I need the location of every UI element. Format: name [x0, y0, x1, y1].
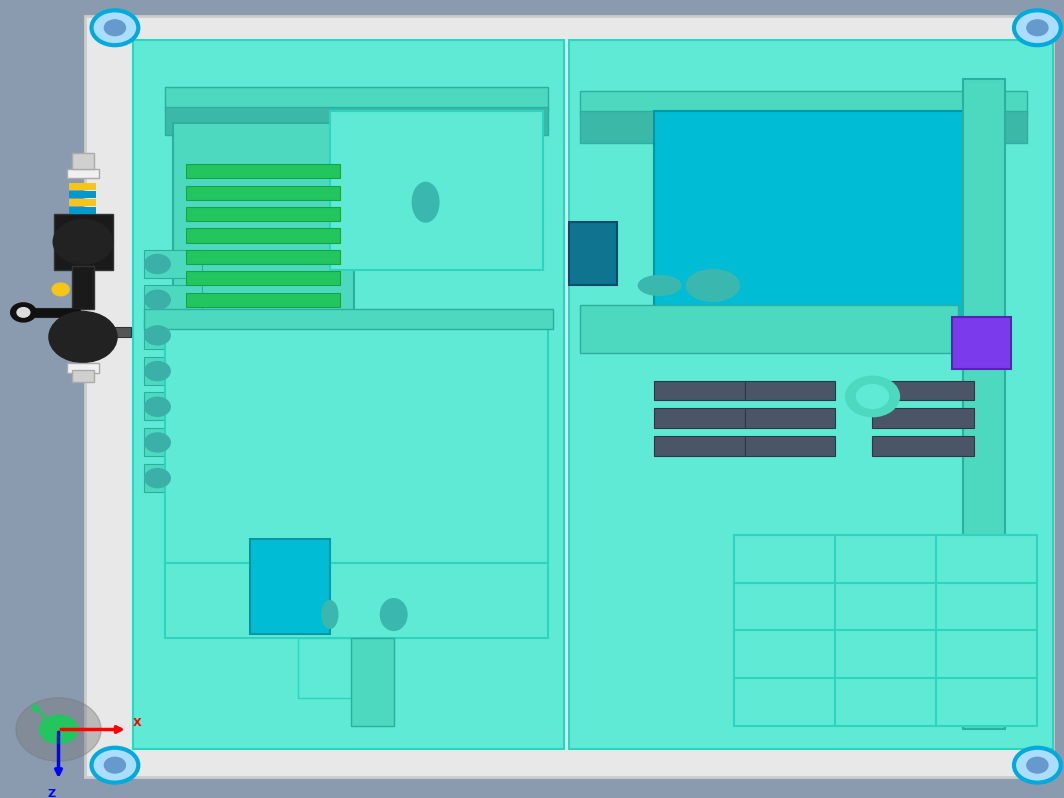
Circle shape [11, 303, 36, 322]
Bar [133, 40, 564, 749]
Circle shape [145, 326, 170, 345]
Ellipse shape [381, 598, 406, 630]
Bar [734, 535, 1037, 725]
Bar [580, 306, 958, 353]
Circle shape [857, 385, 888, 409]
Circle shape [104, 757, 126, 773]
Circle shape [104, 20, 126, 36]
Bar [952, 317, 1011, 369]
Bar [27, 308, 80, 317]
Text: X: X [133, 717, 142, 728]
Circle shape [17, 308, 30, 317]
Circle shape [1014, 748, 1061, 783]
Bar [54, 214, 113, 270]
Bar [186, 293, 340, 307]
Bar [186, 228, 340, 243]
Bar [144, 250, 202, 278]
Bar [144, 321, 202, 349]
Bar [165, 87, 548, 111]
Bar [144, 357, 202, 385]
Bar [872, 381, 974, 401]
Bar [351, 638, 394, 725]
Bar [872, 409, 974, 429]
Bar [963, 79, 1005, 729]
Circle shape [39, 715, 78, 744]
Ellipse shape [638, 275, 681, 295]
Bar [654, 111, 968, 345]
Circle shape [92, 748, 138, 783]
Bar [107, 327, 131, 337]
Bar [144, 429, 202, 456]
Bar [165, 107, 548, 135]
Circle shape [145, 397, 170, 417]
Ellipse shape [686, 270, 739, 302]
Bar [72, 370, 94, 382]
Bar [745, 381, 835, 401]
Bar [69, 207, 96, 214]
Text: Z: Z [48, 789, 56, 798]
Bar [186, 186, 340, 200]
Circle shape [145, 361, 170, 381]
Circle shape [145, 255, 170, 274]
Bar [654, 437, 745, 456]
Bar [186, 271, 340, 286]
Circle shape [145, 290, 170, 310]
Bar [745, 409, 835, 429]
Bar [872, 437, 974, 456]
Bar [72, 153, 94, 169]
Circle shape [846, 377, 899, 417]
Bar [580, 91, 1027, 115]
Circle shape [1014, 10, 1061, 45]
Circle shape [49, 312, 117, 362]
Bar [250, 539, 330, 634]
Circle shape [1027, 757, 1048, 773]
Bar [69, 184, 96, 190]
Bar [69, 199, 96, 206]
Ellipse shape [413, 183, 439, 222]
Bar [165, 317, 548, 563]
Bar [298, 638, 356, 697]
Bar [569, 222, 617, 286]
Bar [144, 464, 202, 492]
Bar [69, 191, 96, 198]
Bar [745, 437, 835, 456]
Circle shape [53, 219, 113, 264]
Bar [144, 286, 202, 313]
Ellipse shape [321, 601, 337, 628]
Bar [165, 563, 548, 638]
Bar [144, 393, 202, 421]
Bar [72, 266, 94, 310]
Bar [67, 169, 99, 179]
Circle shape [145, 433, 170, 452]
Circle shape [52, 283, 69, 296]
Bar [569, 40, 1053, 749]
Bar [654, 409, 745, 429]
Bar [580, 111, 1027, 143]
Bar [173, 123, 354, 317]
Circle shape [145, 468, 170, 488]
Bar [654, 381, 745, 401]
Circle shape [1027, 20, 1048, 36]
Bar [186, 164, 340, 179]
Circle shape [92, 10, 138, 45]
Bar [330, 111, 543, 270]
Bar [186, 207, 340, 221]
Bar [186, 250, 340, 264]
Bar [144, 310, 553, 329]
Bar [67, 363, 99, 373]
Wedge shape [16, 697, 101, 761]
